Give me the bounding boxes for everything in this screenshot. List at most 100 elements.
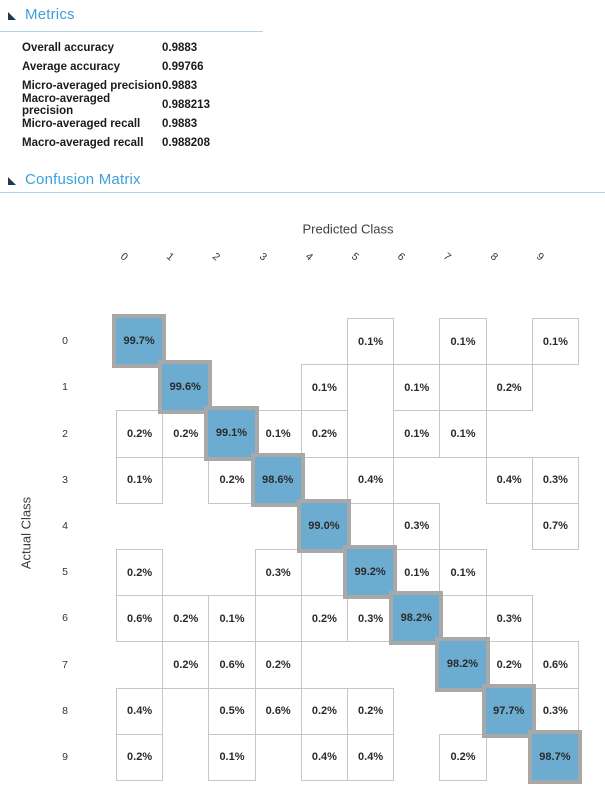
row-label: 3 (62, 473, 68, 486)
metrics-divider (0, 31, 263, 32)
metric-value: 0.9883 (162, 41, 198, 54)
confusion-section-header[interactable]: Confusion Matrix (8, 171, 141, 188)
matrix-cell: 0.2% (116, 410, 164, 458)
matrix-cell: 0.4% (347, 733, 395, 781)
matrix-cell: 0.1% (208, 595, 256, 643)
matrix-cell: 0.2% (439, 733, 487, 781)
matrix-cell: 0.6% (531, 641, 579, 689)
metric-value: 0.9883 (162, 79, 198, 92)
metric-value: 0.988208 (162, 136, 210, 149)
metric-row: Micro-averaged precision 0.9883 (22, 76, 210, 95)
matrix-cell-diagonal: 98.2% (435, 637, 490, 692)
matrix-cell: 0.3% (531, 687, 579, 735)
col-label: 8 (487, 250, 500, 264)
matrix-cell: 0.1% (439, 549, 487, 597)
metric-row: Macro-averaged recall 0.988208 (22, 133, 210, 152)
metric-row: Micro-averaged recall 0.9883 (22, 114, 210, 133)
matrix-cell: 0.2% (162, 410, 210, 458)
matrix-cell-diagonal: 98.6% (250, 452, 305, 507)
matrix-cell: 0.1% (300, 364, 348, 412)
matrix-cell: 0.6% (208, 641, 256, 689)
row-label: 4 (62, 519, 68, 532)
matrix-cell: 0.2% (162, 595, 210, 643)
matrix-cell: 0.2% (116, 733, 164, 781)
metric-row: Macro-averaged precision 0.988213 (22, 92, 210, 117)
metrics-title: Metrics (25, 6, 75, 23)
matrix-cell: 0.1% (439, 318, 487, 366)
matrix-cell: 0.1% (393, 549, 441, 597)
col-label: 7 (441, 250, 454, 264)
col-label: 1 (164, 250, 177, 264)
metric-label: Average accuracy (22, 60, 121, 73)
triangle-collapse-icon (8, 177, 16, 185)
predicted-class-axis-label: Predicted Class (302, 221, 394, 237)
metrics-section-header[interactable]: Metrics (8, 6, 75, 23)
metric-label: Micro-averaged precision (22, 79, 162, 92)
matrix-cell: 0.4% (300, 733, 348, 781)
col-label: 6 (395, 250, 408, 264)
metric-value: 0.988213 (162, 98, 210, 111)
actual-class-axis-label: Actual Class (18, 496, 34, 570)
matrix-cell-diagonal: 99.7% (112, 314, 167, 369)
matrix-cell: 0.2% (300, 687, 348, 735)
metrics-table: Overall accuracy 0.9883 Average accuracy 0.… (22, 38, 210, 152)
col-label: 0 (117, 250, 131, 264)
row-label: 5 (62, 566, 68, 579)
matrix-cell: 0.4% (116, 687, 164, 735)
matrix-cell: 0.1% (254, 410, 302, 458)
confusion-matrix-title: Confusion Matrix (25, 171, 141, 188)
matrix-cell: 0.4% (347, 456, 395, 504)
matrix-cell: 0.1% (208, 733, 256, 781)
matrix-cell: 0.3% (254, 549, 302, 597)
matrix-cell: 0.5% (208, 687, 256, 735)
matrix-cell: 0.2% (116, 549, 164, 597)
matrix-cell: 0.4% (485, 456, 533, 504)
matrix-cell: 0.1% (393, 364, 441, 412)
row-label: 1 (62, 381, 68, 394)
matrix-cell-diagonal: 97.7% (481, 683, 536, 738)
triangle-collapse-icon (8, 12, 16, 20)
matrix-cell: 0.2% (208, 456, 256, 504)
matrix-cell-diagonal: 99.1% (204, 406, 259, 461)
col-label: 3 (256, 250, 269, 264)
matrix-cell: 0.3% (531, 456, 579, 504)
row-label: 6 (62, 612, 68, 625)
metric-row: Overall accuracy 0.9883 (22, 38, 210, 57)
matrix-cell: 0.7% (531, 502, 579, 550)
matrix-cell-diagonal: 98.7% (527, 729, 582, 784)
row-label: 9 (62, 750, 68, 763)
matrix-cell: 0.2% (485, 364, 533, 412)
matrix-cell: 0.2% (347, 687, 395, 735)
metric-label: Macro-averaged recall (22, 136, 144, 149)
col-label: 9 (533, 250, 546, 264)
matrix-cell: 0.3% (393, 502, 441, 550)
matrix-cell-diagonal: 98.2% (389, 591, 444, 646)
matrix-cell: 0.2% (300, 410, 348, 458)
matrix-cell: 0.2% (485, 641, 533, 689)
metric-value: 0.99766 (162, 60, 204, 73)
matrix-cell: 0.6% (116, 595, 164, 643)
metric-label: Micro-averaged recall (22, 117, 141, 130)
col-label: 4 (302, 250, 315, 264)
matrix-cell: 0.2% (254, 641, 302, 689)
matrix-cell-diagonal: 99.6% (158, 360, 213, 415)
matrix-cell: 0.2% (300, 595, 348, 643)
matrix-cell: 0.1% (531, 318, 579, 366)
row-label: 2 (62, 427, 68, 440)
col-label: 2 (210, 250, 223, 264)
matrix-cell: 0.3% (485, 595, 533, 643)
metric-row: Average accuracy 0.99766 (22, 57, 210, 76)
matrix-cell-diagonal: 99.0% (296, 498, 351, 553)
row-label: 8 (62, 704, 68, 717)
matrix-cell: 0.6% (254, 687, 302, 735)
row-label: 0 (62, 335, 68, 348)
matrix-cell: 0.2% (162, 641, 210, 689)
matrix-cell: 0.1% (393, 410, 441, 458)
metric-label: Macro-averaged precision (22, 92, 111, 117)
matrix-cell: 0.3% (347, 595, 395, 643)
row-label: 7 (62, 658, 68, 671)
matrix-cell: 0.1% (439, 410, 487, 458)
metric-label: Overall accuracy (22, 41, 115, 54)
matrix-cell: 0.1% (347, 318, 395, 366)
